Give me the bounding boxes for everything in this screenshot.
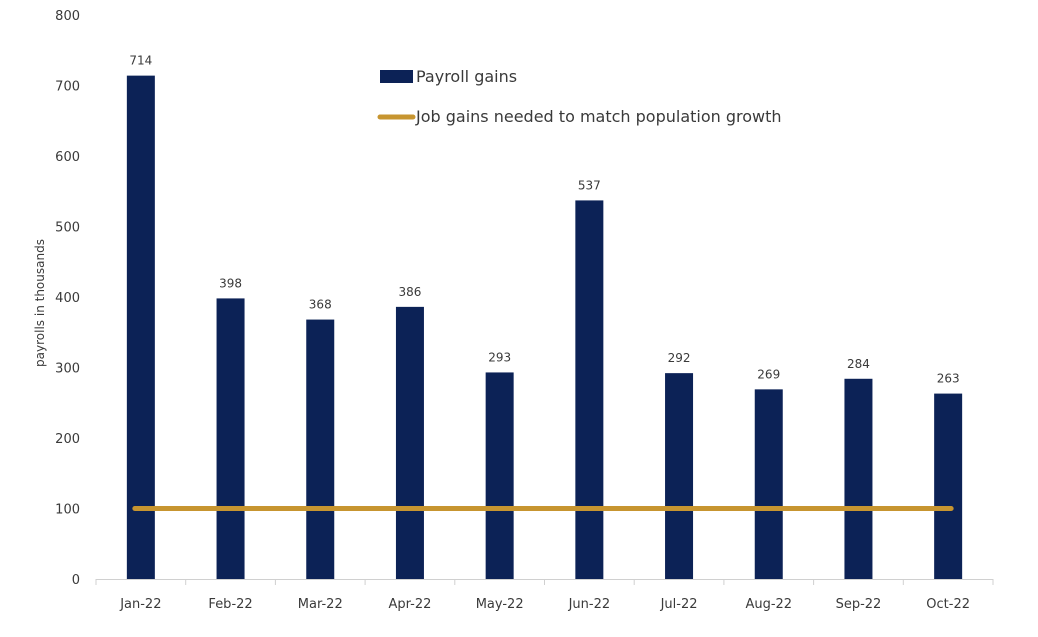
y-tick-label-600: 600 (55, 150, 80, 165)
y-tick-label-100: 100 (55, 503, 80, 518)
bar-value-label-sep-22: 284 (847, 357, 870, 371)
x-tick-label-aug-22: Aug-22 (745, 597, 792, 612)
y-tick-label-400: 400 (55, 291, 80, 306)
legend-swatch-payroll-gains (380, 70, 413, 83)
legend: Payroll gains Job gains needed to match … (377, 67, 782, 126)
legend-label-payroll-gains: Payroll gains (416, 67, 517, 86)
bar-feb-22 (216, 298, 245, 579)
bar-oct-22 (934, 393, 963, 579)
bar-value-label-mar-22: 368 (309, 298, 332, 312)
y-tick-label-700: 700 (55, 80, 80, 95)
bar-jul-22 (665, 373, 694, 579)
bar-jan-22 (126, 75, 155, 579)
x-tick-label-mar-22: Mar-22 (298, 597, 343, 612)
bar-series-payroll-gains (126, 75, 963, 580)
y-tick-label-800: 800 (55, 9, 80, 24)
bar-jun-22 (575, 200, 604, 580)
x-tick-label-feb-22: Feb-22 (208, 597, 252, 612)
y-tick-label-500: 500 (55, 221, 80, 236)
y-axis-title: payrolls in thousands (33, 239, 47, 367)
bar-value-label-jul-22: 292 (668, 351, 691, 365)
x-tick-label-sep-22: Sep-22 (836, 597, 882, 612)
x-tick-label-may-22: May-22 (476, 597, 524, 612)
bar-value-label-oct-22: 263 (937, 372, 960, 386)
x-axis-tick-marks (95, 579, 994, 585)
y-tick-label-200: 200 (55, 432, 80, 447)
x-axis-labels: Jan-22 Feb-22 Mar-22 Apr-22 May-22 Jun-22 Jul-… (119, 597, 970, 612)
y-tick-label-0: 0 (72, 573, 80, 588)
bar-apr-22 (395, 306, 424, 579)
bar-sep-22 (844, 378, 873, 579)
bar-value-label-apr-22: 386 (398, 285, 421, 299)
bar-value-label-jun-22: 537 (578, 178, 601, 192)
bar-aug-22 (754, 389, 783, 579)
y-tick-label-300: 300 (55, 362, 80, 377)
bar-value-label-feb-22: 398 (219, 276, 242, 290)
x-tick-label-apr-22: Apr-22 (388, 597, 431, 612)
bar-mar-22 (306, 319, 335, 579)
bar-value-label-may-22: 293 (488, 350, 511, 364)
x-tick-label-jul-22: Jul-22 (660, 597, 698, 612)
legend-label-population-growth: Job gains needed to match population gro… (415, 107, 782, 126)
bar-value-label-aug-22: 269 (757, 367, 780, 381)
y-axis-ticks: 0 100 200 300 400 500 600 700 800 (55, 9, 80, 588)
x-tick-label-jun-22: Jun-22 (568, 597, 611, 612)
bar-data-labels: 714 398 368 386 293 537 292 269 284 263 (129, 54, 959, 386)
x-tick-label-jan-22: Jan-22 (119, 597, 161, 612)
x-tick-label-oct-22: Oct-22 (926, 597, 970, 612)
bar-value-label-jan-22: 714 (129, 54, 152, 68)
bar-may-22 (485, 372, 514, 579)
